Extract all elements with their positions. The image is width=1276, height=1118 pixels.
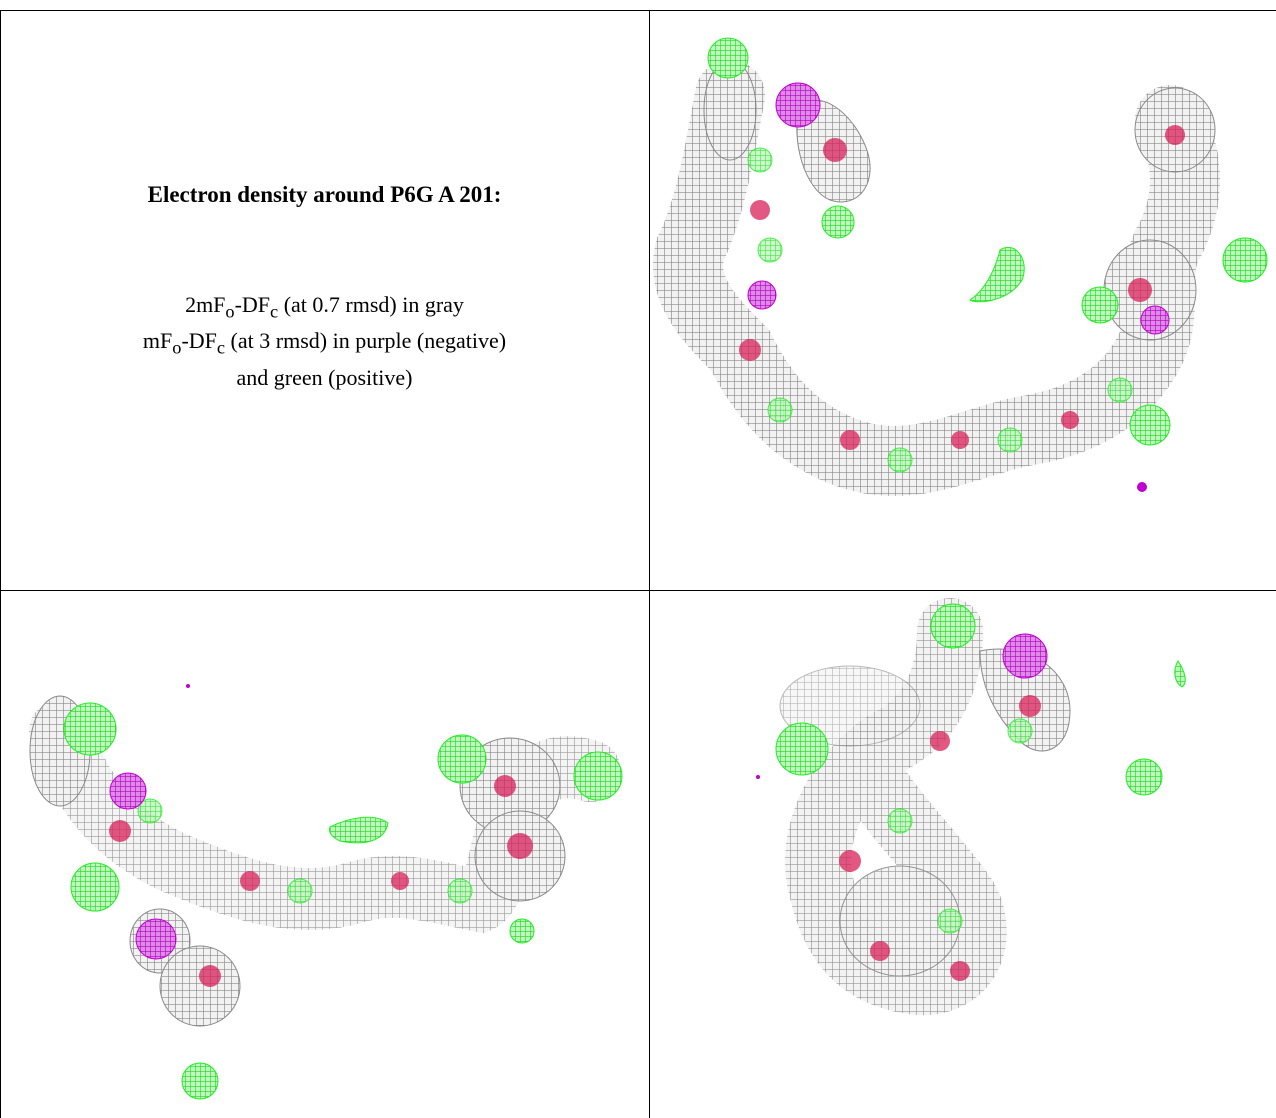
top-border — [0, 10, 1276, 11]
positive-difference-density — [707, 37, 1268, 473]
caption-cell: Electron density around P6G A 201: 2mFo-… — [0, 10, 649, 590]
legend-line-2fofc: 2mFo-DFc (at 0.7 rmsd) in gray — [185, 292, 464, 322]
positive-difference-density — [63, 702, 623, 1100]
density-view-3 — [650, 591, 1276, 1118]
oxygen-atoms — [109, 775, 533, 987]
legend-line-fofc: mFo-DFc (at 3 rmsd) in purple (negative) — [142, 328, 507, 358]
figure-title: Electron density around P6G A 201: — [147, 182, 502, 207]
density-render-2 — [29, 684, 623, 1100]
map-legend: 2mFo-DFc (at 0.7 rmsd) in gray mFo-DFc (… — [0, 290, 649, 393]
density-view-1 — [650, 10, 1276, 590]
center-border — [649, 10, 650, 1118]
negative-difference-density — [756, 633, 1048, 779]
density-render-1 — [653, 37, 1268, 496]
positive-difference-density — [775, 603, 1186, 934]
negative-difference-density — [747, 82, 1170, 492]
density-render-3 — [756, 598, 1186, 1016]
left-border — [0, 10, 1, 1118]
negative-difference-density — [109, 684, 190, 960]
oxygen-atoms — [739, 125, 1185, 450]
legend-line-positive: and green (positive) — [236, 364, 413, 390]
oxygen-atoms — [839, 695, 1041, 981]
density-view-2 — [0, 591, 649, 1118]
middle-border — [0, 590, 1276, 591]
